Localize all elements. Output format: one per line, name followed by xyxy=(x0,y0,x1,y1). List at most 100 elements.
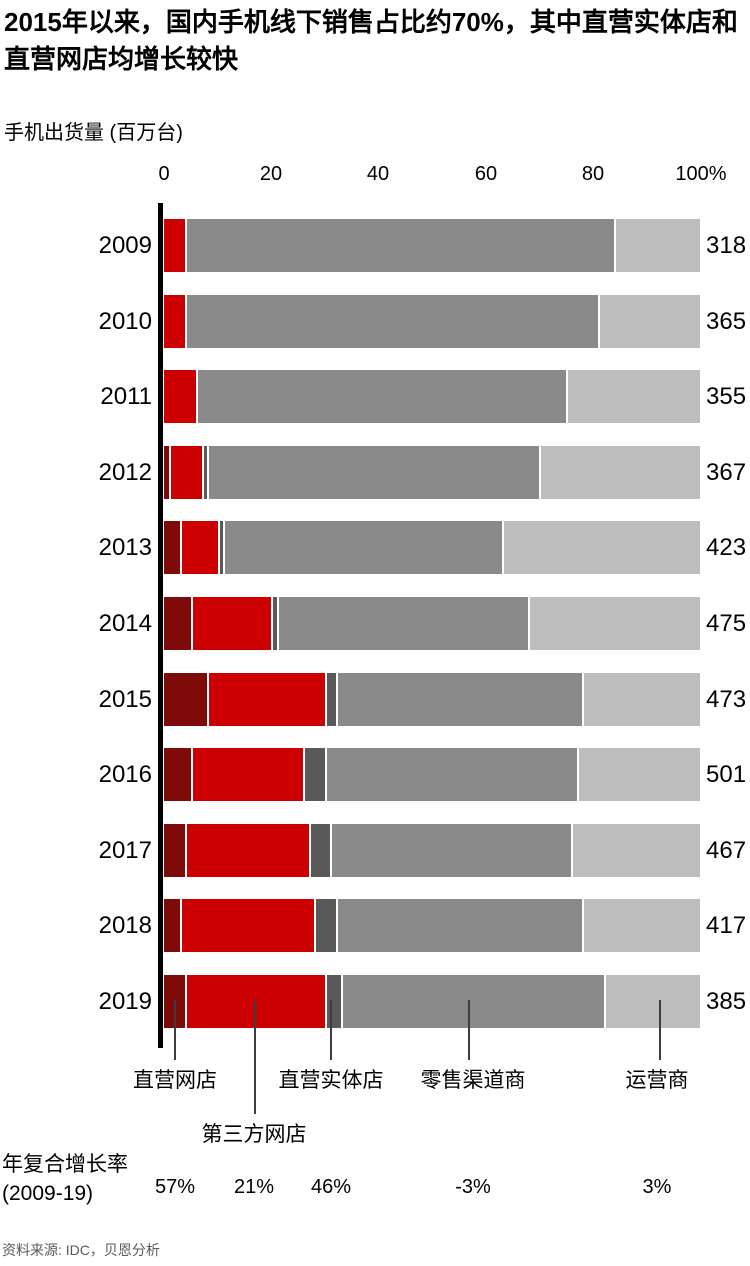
total-label-2016: 501 xyxy=(706,761,747,788)
year-label-2019: 2019 xyxy=(98,988,152,1015)
bar-segment-零售渠道商 xyxy=(335,899,583,952)
chart-title: 2015年以来，国内手机线下销售占比约70%，其中直营实体店和 直营网店均增长较… xyxy=(4,4,746,78)
bar-segment-零售渠道商 xyxy=(206,446,540,499)
bar-2017 xyxy=(164,824,700,877)
cagr-label-line2: (2009-19) xyxy=(2,1182,94,1205)
bar-2013 xyxy=(164,521,700,574)
bar-segment-直营实体店 xyxy=(217,521,223,574)
bar-segment-运营商 xyxy=(582,673,700,726)
cagr-value-direct-online: 57% xyxy=(154,1176,196,1198)
bar-segment-第三方网店 xyxy=(185,824,309,877)
bar-segment-零售渠道商 xyxy=(276,597,529,650)
bar-segment-第三方网店 xyxy=(190,748,304,801)
bar-segment-零售渠道商 xyxy=(340,975,604,1028)
bar-segment-直营网店 xyxy=(164,521,181,574)
total-label-2011: 355 xyxy=(706,383,747,410)
bar-segment-直营网店 xyxy=(164,899,181,952)
bar-segment-运营商 xyxy=(539,446,700,499)
axis-tick-0: 0 xyxy=(158,163,170,185)
bar-segment-第三方网店 xyxy=(164,370,197,423)
callout-line-operator xyxy=(659,1000,661,1060)
bar-segment-直营网店 xyxy=(164,673,207,726)
chart-title-line1: 2015年以来，国内手机线下销售占比约70%，其中直营实体店和 xyxy=(4,7,738,37)
bar-segment-零售渠道商 xyxy=(185,295,599,348)
bar-segment-第三方网店 xyxy=(169,446,202,499)
bar-segment-运营商 xyxy=(571,824,700,877)
callout-line-direct-online xyxy=(174,1000,176,1060)
legend-label-retail-channel: 零售渠道商 xyxy=(420,1069,526,1092)
bar-segment-第三方网店 xyxy=(164,295,186,348)
axis-tick-100: 100% xyxy=(675,163,727,185)
cagr-value-operator: 3% xyxy=(642,1176,672,1198)
cagr-value-thirdparty-online: 21% xyxy=(233,1176,275,1198)
bar-segment-零售渠道商 xyxy=(324,748,577,801)
bar-segment-零售渠道商 xyxy=(335,673,583,726)
bar-segment-直营实体店 xyxy=(324,975,341,1028)
bar-2019 xyxy=(164,975,700,1028)
bar-segment-直营实体店 xyxy=(271,597,277,650)
bar-segment-零售渠道商 xyxy=(185,219,615,272)
bar-segment-第三方网店 xyxy=(164,219,186,272)
axis-tick-60: 60 xyxy=(474,163,498,185)
year-label-2015: 2015 xyxy=(98,686,152,713)
bar-2018 xyxy=(164,899,700,952)
bar-2014 xyxy=(164,597,700,650)
bar-2009 xyxy=(164,219,700,272)
bar-segment-运营商 xyxy=(576,748,700,801)
bar-segment-零售渠道商 xyxy=(196,370,566,423)
year-label-2013: 2013 xyxy=(98,534,152,561)
bar-2012 xyxy=(164,446,700,499)
bar-segment-零售渠道商 xyxy=(330,824,572,877)
axis-tick-80: 80 xyxy=(581,163,605,185)
bar-segment-第三方网店 xyxy=(206,673,325,726)
bar-segment-直营实体店 xyxy=(303,748,325,801)
total-label-2015: 473 xyxy=(706,686,747,713)
legend-label-operator: 运营商 xyxy=(625,1069,689,1092)
chart-title-line2: 直营网店均增长较快 xyxy=(4,44,239,74)
bar-segment-运营商 xyxy=(603,975,700,1028)
legend-label-thirdparty-online: 第三方网店 xyxy=(201,1123,307,1146)
total-label-2012: 367 xyxy=(706,459,747,486)
total-label-2018: 417 xyxy=(706,912,747,939)
bar-2011 xyxy=(164,370,700,423)
bar-segment-零售渠道商 xyxy=(222,521,502,574)
bar-segment-直营实体店 xyxy=(308,824,331,877)
total-label-2010: 365 xyxy=(706,308,747,335)
bar-segment-直营网店 xyxy=(164,748,191,801)
year-label-2009: 2009 xyxy=(98,232,152,259)
y-axis-line xyxy=(158,203,163,1048)
bar-segment-运营商 xyxy=(565,370,700,423)
bar-segment-第三方网店 xyxy=(180,899,315,952)
year-label-2014: 2014 xyxy=(98,610,152,637)
axis-tick-40: 40 xyxy=(366,163,390,185)
bar-2015 xyxy=(164,673,700,726)
bar-segment-第三方网店 xyxy=(190,597,272,650)
bar-segment-运营商 xyxy=(582,899,700,952)
bar-segment-直营网店 xyxy=(164,597,191,650)
cagr-label: 年复合增长率 (2009-19) xyxy=(2,1150,128,1208)
cagr-value-direct-physical: 46% xyxy=(310,1176,352,1198)
year-label-2016: 2016 xyxy=(98,761,152,788)
bar-segment-运营商 xyxy=(501,521,700,574)
total-label-2014: 475 xyxy=(706,610,747,637)
bar-segment-直营实体店 xyxy=(201,446,207,499)
bar-segment-运营商 xyxy=(598,295,700,348)
bar-segment-运营商 xyxy=(528,597,700,650)
bar-segment-直营网店 xyxy=(164,824,186,877)
axis-tick-20: 20 xyxy=(259,163,283,185)
year-label-2018: 2018 xyxy=(98,912,152,939)
bar-segment-直营实体店 xyxy=(324,673,336,726)
year-label-2011: 2011 xyxy=(100,383,152,410)
cagr-label-line1: 年复合增长率 xyxy=(2,1153,128,1176)
total-label-2009: 318 xyxy=(706,232,747,259)
callout-line-thirdparty-online xyxy=(254,1000,256,1114)
total-label-2017: 467 xyxy=(706,837,747,864)
source-note: 资料来源: IDC，贝恩分析 xyxy=(2,1242,160,1258)
chart-subtitle: 手机出货量 (百万台) xyxy=(4,122,183,144)
bar-segment-第三方网店 xyxy=(180,521,218,574)
year-label-2010: 2010 xyxy=(98,308,152,335)
legend-label-direct-online: 直营网店 xyxy=(133,1069,217,1092)
bar-segment-直营网店 xyxy=(164,446,170,499)
year-label-2012: 2012 xyxy=(98,459,152,486)
